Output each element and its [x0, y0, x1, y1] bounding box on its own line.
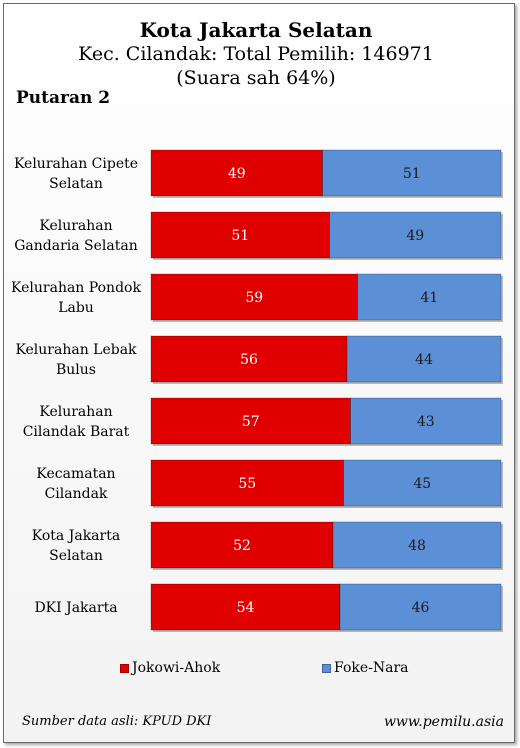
data-label-foke: 48	[408, 538, 426, 554]
data-label-foke: 44	[415, 352, 433, 368]
bar-foke	[339, 583, 502, 631]
bar-jokowi	[150, 397, 351, 445]
title-block: Kota Jakarta Selatan Kec. Cilandak: Tota…	[0, 18, 512, 90]
chart-subtitle-valid-votes: (Suara sah 64%)	[176, 67, 336, 89]
bar-foke	[332, 521, 502, 569]
chart-title: Kota Jakarta Selatan	[139, 18, 373, 42]
data-label-jokowi: 49	[228, 166, 246, 182]
data-label-foke: 51	[403, 166, 421, 182]
bar-jokowi	[150, 521, 334, 569]
legend-swatch-jokowi	[120, 663, 129, 673]
category-label: Kelurahan Gandaria Selatan	[14, 218, 138, 254]
data-label-jokowi: 52	[233, 538, 251, 554]
legend-item-jokowi: Jokowi-Ahok	[120, 660, 220, 676]
bar-jokowi	[150, 459, 344, 507]
data-label-foke: 45	[413, 476, 431, 492]
data-label-foke: 46	[412, 600, 430, 616]
bar-jokowi	[150, 335, 348, 383]
category-label: Kelurahan Cipete Selatan	[14, 156, 138, 192]
category-label: DKI Jakarta	[34, 600, 117, 616]
data-label-foke: 49	[406, 228, 424, 244]
legend-label-jokowi: Jokowi-Ahok	[132, 660, 221, 676]
category-label: Kota Jakarta Selatan	[32, 528, 120, 564]
bar-foke	[343, 459, 502, 507]
source-note: Sumber data asli: KPUD DKI	[22, 714, 212, 729]
bar-foke	[322, 149, 502, 197]
bar-jokowi	[150, 149, 323, 197]
data-label-jokowi: 54	[237, 600, 255, 616]
legend-label-foke: Foke-Nara	[334, 660, 409, 676]
data-label-jokowi: 55	[238, 476, 256, 492]
category-label: Kelurahan Lebak Bulus	[15, 342, 137, 378]
data-label-jokowi: 57	[242, 414, 260, 430]
bar-foke	[357, 273, 502, 321]
chart-subtitle: Kec. Cilandak: Total Pemilih: 146971	[78, 43, 434, 65]
bar-foke	[329, 211, 502, 259]
round-label: Putaran 2	[16, 88, 111, 108]
data-label-foke: 43	[417, 414, 435, 430]
data-label-foke: 41	[420, 290, 438, 306]
data-label-jokowi: 51	[231, 228, 249, 244]
website-note: www.pemilu.asia	[383, 714, 504, 730]
data-label-jokowi: 59	[245, 290, 263, 306]
category-label: Kelurahan Cilandak Barat	[23, 404, 130, 440]
bar-foke	[350, 397, 502, 445]
bar-foke	[346, 335, 502, 383]
data-label-jokowi: 56	[240, 352, 258, 368]
bar-jokowi	[150, 273, 358, 321]
legend-swatch-foke	[322, 663, 331, 673]
legend-item-foke: Foke-Nara	[322, 660, 409, 676]
category-label: Kecamatan Cilandak	[36, 466, 115, 502]
category-label: Kelurahan Pondok Labu	[11, 280, 141, 316]
bar-jokowi	[150, 583, 341, 631]
